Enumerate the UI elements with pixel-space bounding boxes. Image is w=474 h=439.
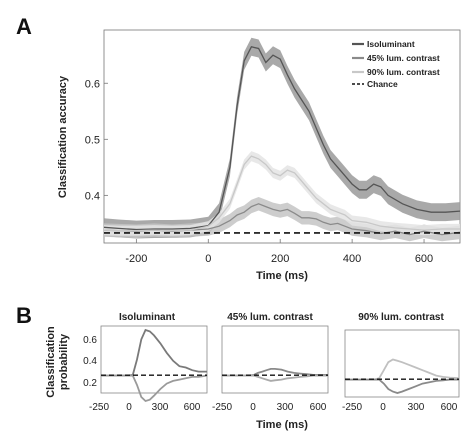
subpanel-title-isoluminant: Isoluminant <box>119 312 176 323</box>
b1-x-tick-label: 300 <box>152 402 169 413</box>
y-tick-label: 0.5 <box>85 134 100 146</box>
legend-label-chance: Chance <box>367 79 398 89</box>
b-y-tick-label: 0.6 <box>83 335 97 346</box>
probability-upper-line <box>101 328 207 377</box>
y-axis-label: Classification accuracy <box>57 75 69 198</box>
b1-x-tick-label: -250 <box>89 402 109 413</box>
legend-label-isoluminant: Isoluminant <box>367 39 415 49</box>
b3-x-tick-label: 600 <box>441 402 458 413</box>
b2-x-tick-label: 300 <box>277 402 294 413</box>
panel-a-chart: 0.4 0.5 0.6 -200 0 200 400 600 Time (ms)… <box>57 29 461 282</box>
b2-x-tick-label: -250 <box>212 402 232 413</box>
b3-x-tick-label: 0 <box>380 402 386 413</box>
subpanel-title-45: 45% lum. contrast <box>227 312 313 323</box>
panel-a-series <box>103 37 461 242</box>
x-tick-label: 600 <box>415 253 433 265</box>
legend-label-45: 45% lum. contrast <box>367 53 440 63</box>
panel-a-letter: A <box>16 14 32 39</box>
series-line <box>103 155 460 232</box>
b-y-tick-label: 0.4 <box>83 356 97 367</box>
subpanel-90-box <box>344 329 460 398</box>
x-tick-label: -200 <box>125 253 147 265</box>
b1-x-tick-label: 0 <box>126 402 132 413</box>
x-axis-label: Time (ms) <box>256 270 308 282</box>
b1-x-tick-label: 600 <box>184 402 201 413</box>
b3-x-tick-label: -250 <box>342 402 362 413</box>
panel-b-series <box>101 328 460 403</box>
subpanel-45-box <box>221 325 329 394</box>
panel-b-y-label-line1: Classification <box>45 326 57 398</box>
b2-x-tick-label: 600 <box>310 402 327 413</box>
y-tick-label: 0.6 <box>85 78 100 90</box>
panel-b-x-axis-label: Time (ms) <box>256 419 308 431</box>
series-line <box>103 46 461 231</box>
series-band <box>104 37 460 239</box>
b2-x-tick-label: 0 <box>250 402 256 413</box>
x-tick-label: 0 <box>205 253 211 265</box>
y-tick-label: 0.4 <box>85 190 100 202</box>
panel-a-ticks <box>104 82 425 243</box>
b3-x-tick-label: 300 <box>408 402 425 413</box>
x-tick-label: 200 <box>271 253 289 265</box>
probability-upper-line <box>345 358 460 381</box>
panel-a-axes-box <box>103 29 461 244</box>
probability-lower-line <box>101 374 208 403</box>
legend: Isoluminant 45% lum. contrast 90% lum. c… <box>352 39 440 89</box>
panel-b-letter: B <box>16 303 32 328</box>
series-band <box>104 151 460 236</box>
b-y-tick-label: 0.2 <box>83 378 97 389</box>
panel-b-y-label-line2: probability <box>58 333 70 390</box>
x-tick-label: 400 <box>343 253 361 265</box>
probability-lower-line <box>345 378 459 394</box>
subpanel-isoluminant-box <box>100 325 208 394</box>
probability-lower-line <box>222 374 328 382</box>
legend-label-90: 90% lum. contrast <box>367 67 440 77</box>
subpanel-title-90: 90% lum. contrast <box>358 312 444 323</box>
